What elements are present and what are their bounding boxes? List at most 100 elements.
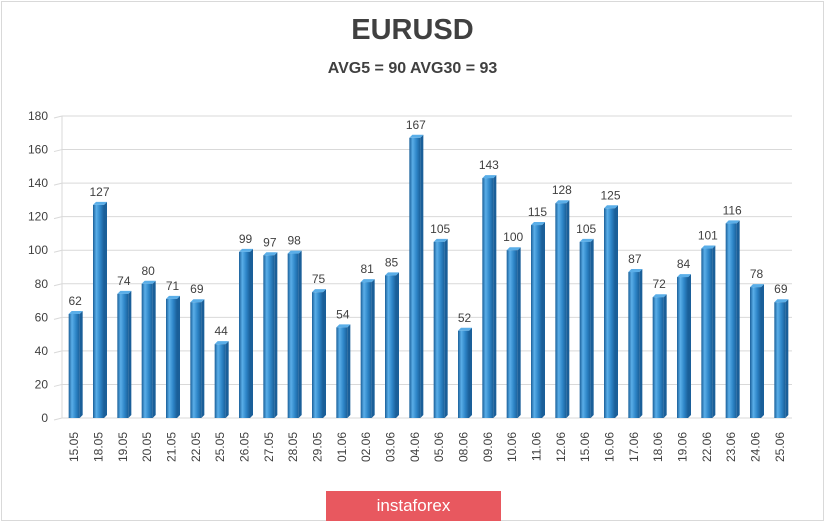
bar: [287, 253, 299, 418]
data-label: 52: [458, 311, 472, 325]
y-tick-label: 120: [28, 210, 48, 224]
bar: [482, 178, 494, 418]
data-label: 115: [528, 205, 547, 219]
data-label: 80: [141, 264, 155, 278]
x-tick-label: 04.06: [408, 432, 422, 462]
bar-top: [360, 279, 375, 283]
bar-side: [542, 222, 545, 418]
x-tick-label: 15.05: [67, 432, 81, 462]
data-label: 75: [312, 272, 326, 286]
bar: [579, 241, 591, 418]
bar-top: [579, 238, 594, 242]
bar-top: [239, 248, 253, 252]
gridline-depth: [53, 149, 63, 153]
x-tick-label: 15.06: [578, 432, 592, 462]
x-tick-label: 02.06: [359, 432, 373, 462]
bar: [506, 250, 518, 418]
bar: [190, 302, 202, 418]
bar: [239, 251, 250, 418]
x-tick-label: 29.05: [311, 432, 325, 462]
bar: [214, 344, 226, 418]
bar-top: [93, 201, 107, 205]
y-tick-label: 80: [35, 277, 49, 291]
data-label: 143: [479, 158, 499, 172]
bar: [360, 282, 372, 418]
data-label: 69: [774, 282, 788, 296]
data-label: 128: [552, 183, 572, 197]
bar: [166, 298, 177, 418]
x-tick-label: 19.05: [116, 432, 130, 462]
x-tick-label: 18.05: [92, 432, 106, 462]
bar: [774, 302, 786, 418]
y-tick-label: 160: [28, 143, 48, 157]
x-tick-label: 22.06: [700, 432, 714, 462]
bar: [93, 204, 104, 418]
bar-top: [141, 280, 156, 284]
chart-subtitle: AVG5 = 90 AVG30 = 93: [327, 60, 498, 77]
bar: [628, 272, 640, 418]
gridline-depth: [53, 383, 63, 387]
bar-side: [152, 280, 156, 418]
gridline-depth: [53, 417, 63, 421]
bar-top: [190, 299, 205, 303]
data-label: 62: [68, 294, 82, 308]
bar-top: [677, 274, 691, 278]
bar-top: [531, 222, 545, 226]
bar-top: [555, 200, 570, 204]
x-tick-label: 09.06: [481, 432, 495, 462]
bar-side: [371, 279, 375, 418]
data-label: 87: [628, 252, 642, 266]
data-label: 105: [430, 222, 450, 236]
y-tick-label: 20: [35, 377, 49, 391]
bar-side: [615, 205, 618, 418]
bar-top: [68, 310, 83, 314]
bar-side: [323, 289, 326, 418]
bar-top: [725, 220, 740, 224]
instaforex-watermark: instaforex: [326, 491, 501, 521]
bar: [701, 248, 713, 418]
x-tick-label: 19.06: [676, 432, 690, 462]
x-tick-label: 16.06: [603, 432, 617, 462]
data-label: 44: [214, 324, 228, 338]
data-label: 85: [385, 255, 399, 269]
bar-side: [736, 220, 740, 418]
bar: [385, 275, 396, 418]
data-label: 71: [166, 279, 180, 293]
data-label: 99: [239, 232, 253, 246]
gridline-depth: [53, 283, 63, 287]
data-label: 101: [698, 229, 718, 243]
bar: [433, 241, 445, 418]
bar-side: [566, 200, 570, 418]
bar: [725, 223, 737, 418]
data-label: 167: [406, 118, 426, 132]
x-tick-label: 21.05: [165, 432, 179, 462]
bar-side: [274, 252, 278, 418]
bar: [336, 327, 348, 418]
gridlines: [53, 115, 792, 421]
x-tick-label: 24.06: [749, 432, 763, 462]
x-tick-label: 26.05: [238, 432, 252, 462]
bar: [750, 287, 761, 418]
bar-top: [385, 272, 399, 276]
data-label: 81: [360, 262, 374, 276]
bar: [677, 277, 688, 418]
bar: [68, 313, 80, 418]
bar-side: [785, 299, 789, 418]
bar-side: [517, 247, 521, 418]
bar-top: [214, 341, 229, 345]
data-label: 105: [576, 222, 596, 236]
bar-side: [225, 341, 229, 418]
gridline-depth: [53, 216, 63, 220]
bar: [409, 137, 421, 419]
bar-top: [701, 245, 716, 249]
bar: [555, 203, 567, 418]
bar-side: [177, 295, 180, 418]
bar-side: [761, 284, 764, 418]
x-tick-label: 03.06: [384, 432, 398, 462]
x-tick-label: 11.06: [530, 432, 544, 461]
x-tick-label: 27.05: [262, 432, 276, 462]
x-tick-label: 12.06: [554, 432, 568, 462]
bar-top: [263, 252, 278, 256]
y-tick-label: 60: [35, 310, 49, 324]
